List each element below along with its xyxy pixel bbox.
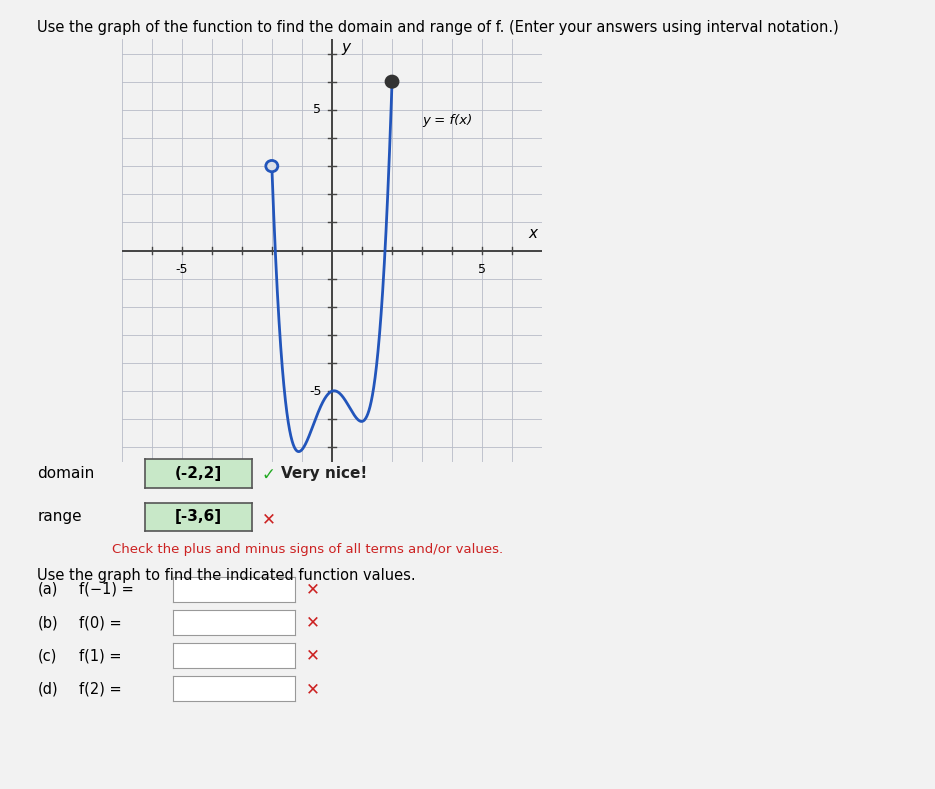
Text: f(2) =: f(2) = <box>79 681 122 697</box>
Text: [-3,6]: [-3,6] <box>175 509 223 525</box>
Text: domain: domain <box>37 466 94 481</box>
Text: ✕: ✕ <box>306 680 320 697</box>
Text: range: range <box>37 509 82 525</box>
Text: Use the graph of the function to find the domain and range of f. (Enter your ans: Use the graph of the function to find th… <box>37 20 839 35</box>
Text: -5: -5 <box>176 264 188 276</box>
Text: y: y <box>341 40 350 55</box>
Circle shape <box>386 76 398 88</box>
Text: (-2,2]: (-2,2] <box>175 466 223 481</box>
Text: ✕: ✕ <box>262 510 276 528</box>
Text: (a): (a) <box>37 581 58 597</box>
Text: f(−1) =: f(−1) = <box>79 581 135 597</box>
Text: Very nice!: Very nice! <box>280 466 367 481</box>
Text: ✓: ✓ <box>262 466 276 484</box>
Circle shape <box>266 160 278 172</box>
Text: Use the graph to find the indicated function values.: Use the graph to find the indicated func… <box>37 568 416 584</box>
Text: f(0) =: f(0) = <box>79 615 122 630</box>
Text: 5: 5 <box>478 264 486 276</box>
Text: ✕: ✕ <box>306 614 320 631</box>
Text: 5: 5 <box>313 103 322 116</box>
Text: y = f(x): y = f(x) <box>422 114 472 127</box>
Text: (c): (c) <box>37 648 57 664</box>
Text: (d): (d) <box>37 681 58 697</box>
Text: (b): (b) <box>37 615 58 630</box>
Text: ✕: ✕ <box>306 581 320 598</box>
Text: -5: -5 <box>309 385 322 398</box>
Text: f(1) =: f(1) = <box>79 648 122 664</box>
Text: ✕: ✕ <box>306 647 320 664</box>
Text: Check the plus and minus signs of all terms and/or values.: Check the plus and minus signs of all te… <box>112 543 503 555</box>
Text: x: x <box>529 226 538 241</box>
